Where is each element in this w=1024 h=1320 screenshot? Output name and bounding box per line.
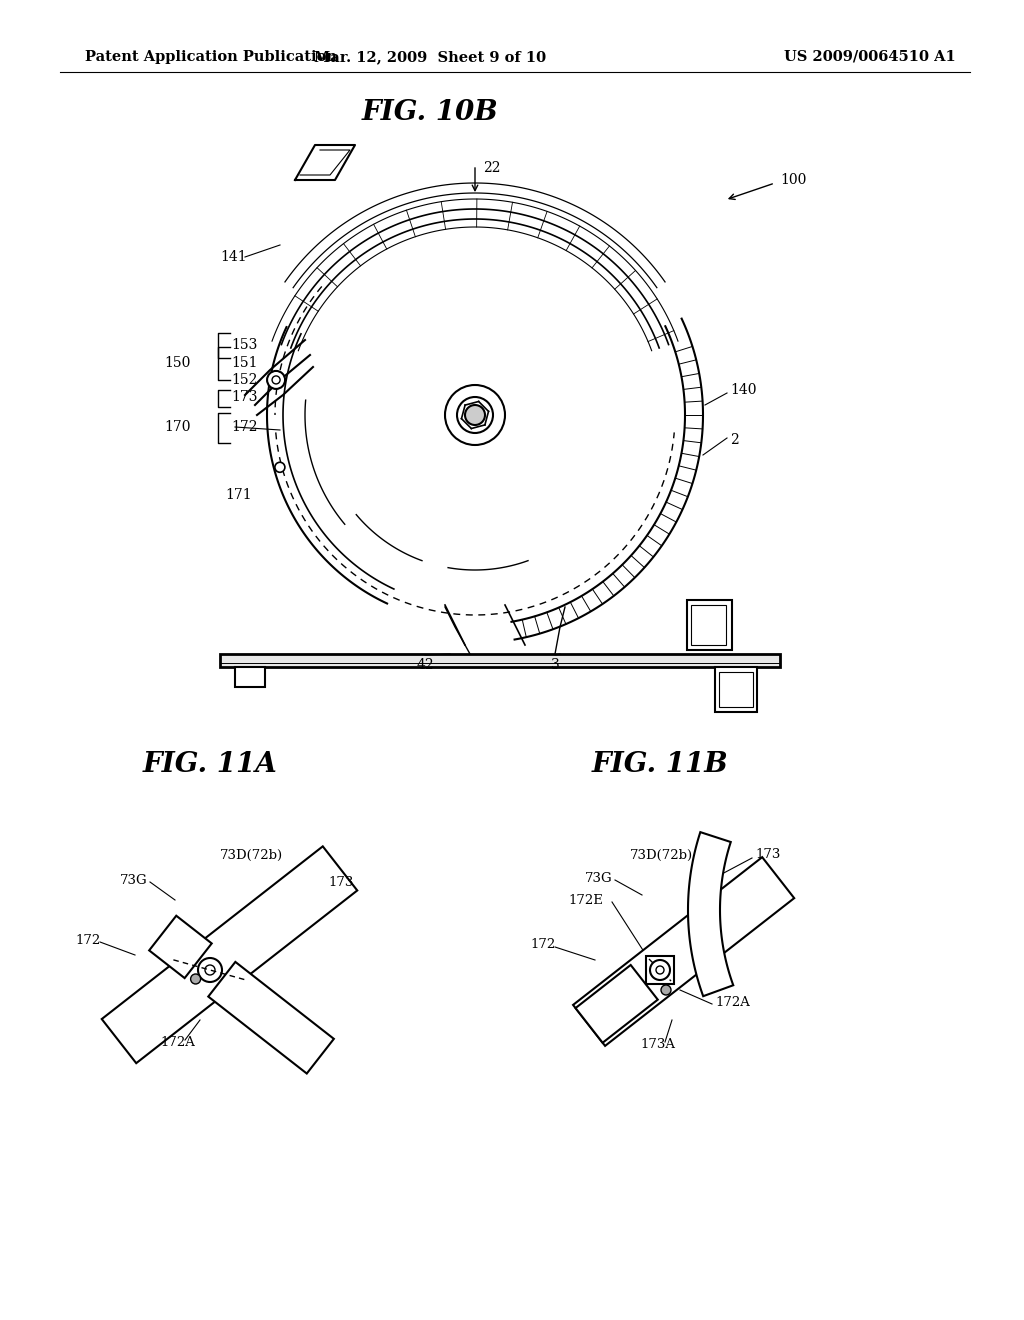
Text: 172: 172	[530, 939, 555, 952]
Bar	[646, 956, 674, 983]
Circle shape	[650, 960, 670, 979]
Text: 73G: 73G	[120, 874, 147, 887]
Text: 141: 141	[220, 249, 247, 264]
Text: 151: 151	[231, 356, 257, 370]
Text: 140: 140	[730, 383, 757, 397]
Circle shape	[457, 397, 493, 433]
Polygon shape	[688, 832, 733, 997]
Text: FIG. 11B: FIG. 11B	[592, 751, 728, 779]
Circle shape	[267, 371, 285, 389]
Text: 3: 3	[551, 657, 559, 672]
Text: 173A: 173A	[240, 998, 275, 1011]
Circle shape	[274, 462, 285, 473]
Polygon shape	[573, 857, 795, 1045]
Polygon shape	[208, 962, 334, 1073]
Text: 22: 22	[483, 161, 501, 176]
Circle shape	[662, 985, 671, 995]
Polygon shape	[575, 965, 657, 1043]
Text: 172: 172	[75, 933, 100, 946]
Text: 150: 150	[165, 356, 191, 370]
Circle shape	[465, 405, 485, 425]
Polygon shape	[101, 846, 357, 1063]
Bar	[691, 605, 726, 645]
Text: 73D(72b): 73D(72b)	[630, 849, 693, 862]
Circle shape	[445, 385, 505, 445]
Text: FIG. 11A: FIG. 11A	[142, 751, 278, 779]
Text: 171: 171	[225, 488, 252, 502]
Text: 2: 2	[730, 433, 738, 447]
Text: 73D(72b): 73D(72b)	[220, 849, 283, 862]
Text: 172E: 172E	[568, 894, 603, 907]
Text: 153: 153	[231, 338, 257, 352]
Bar	[719, 672, 753, 708]
Text: Mar. 12, 2009  Sheet 9 of 10: Mar. 12, 2009 Sheet 9 of 10	[314, 50, 546, 63]
Bar	[234, 667, 265, 686]
Text: 173: 173	[755, 849, 780, 862]
Text: FIG. 10B: FIG. 10B	[361, 99, 499, 125]
Text: US 2009/0064510 A1: US 2009/0064510 A1	[784, 50, 955, 63]
Bar	[687, 601, 732, 649]
Circle shape	[190, 974, 201, 983]
Text: 152: 152	[231, 374, 257, 387]
Circle shape	[198, 958, 222, 982]
Text: 172A: 172A	[160, 1035, 195, 1048]
Polygon shape	[150, 916, 212, 978]
Text: 173A: 173A	[640, 1039, 675, 1052]
Text: 170: 170	[165, 420, 191, 434]
Bar	[715, 667, 757, 711]
Text: 172A: 172A	[715, 995, 750, 1008]
Bar	[220, 653, 780, 667]
Text: 73G: 73G	[585, 871, 612, 884]
Text: 173: 173	[231, 389, 257, 404]
Text: Patent Application Publication: Patent Application Publication	[85, 50, 337, 63]
Text: 100: 100	[780, 173, 806, 187]
Text: 42: 42	[416, 657, 434, 672]
Text: 172: 172	[231, 420, 257, 434]
Text: 173: 173	[328, 876, 353, 890]
